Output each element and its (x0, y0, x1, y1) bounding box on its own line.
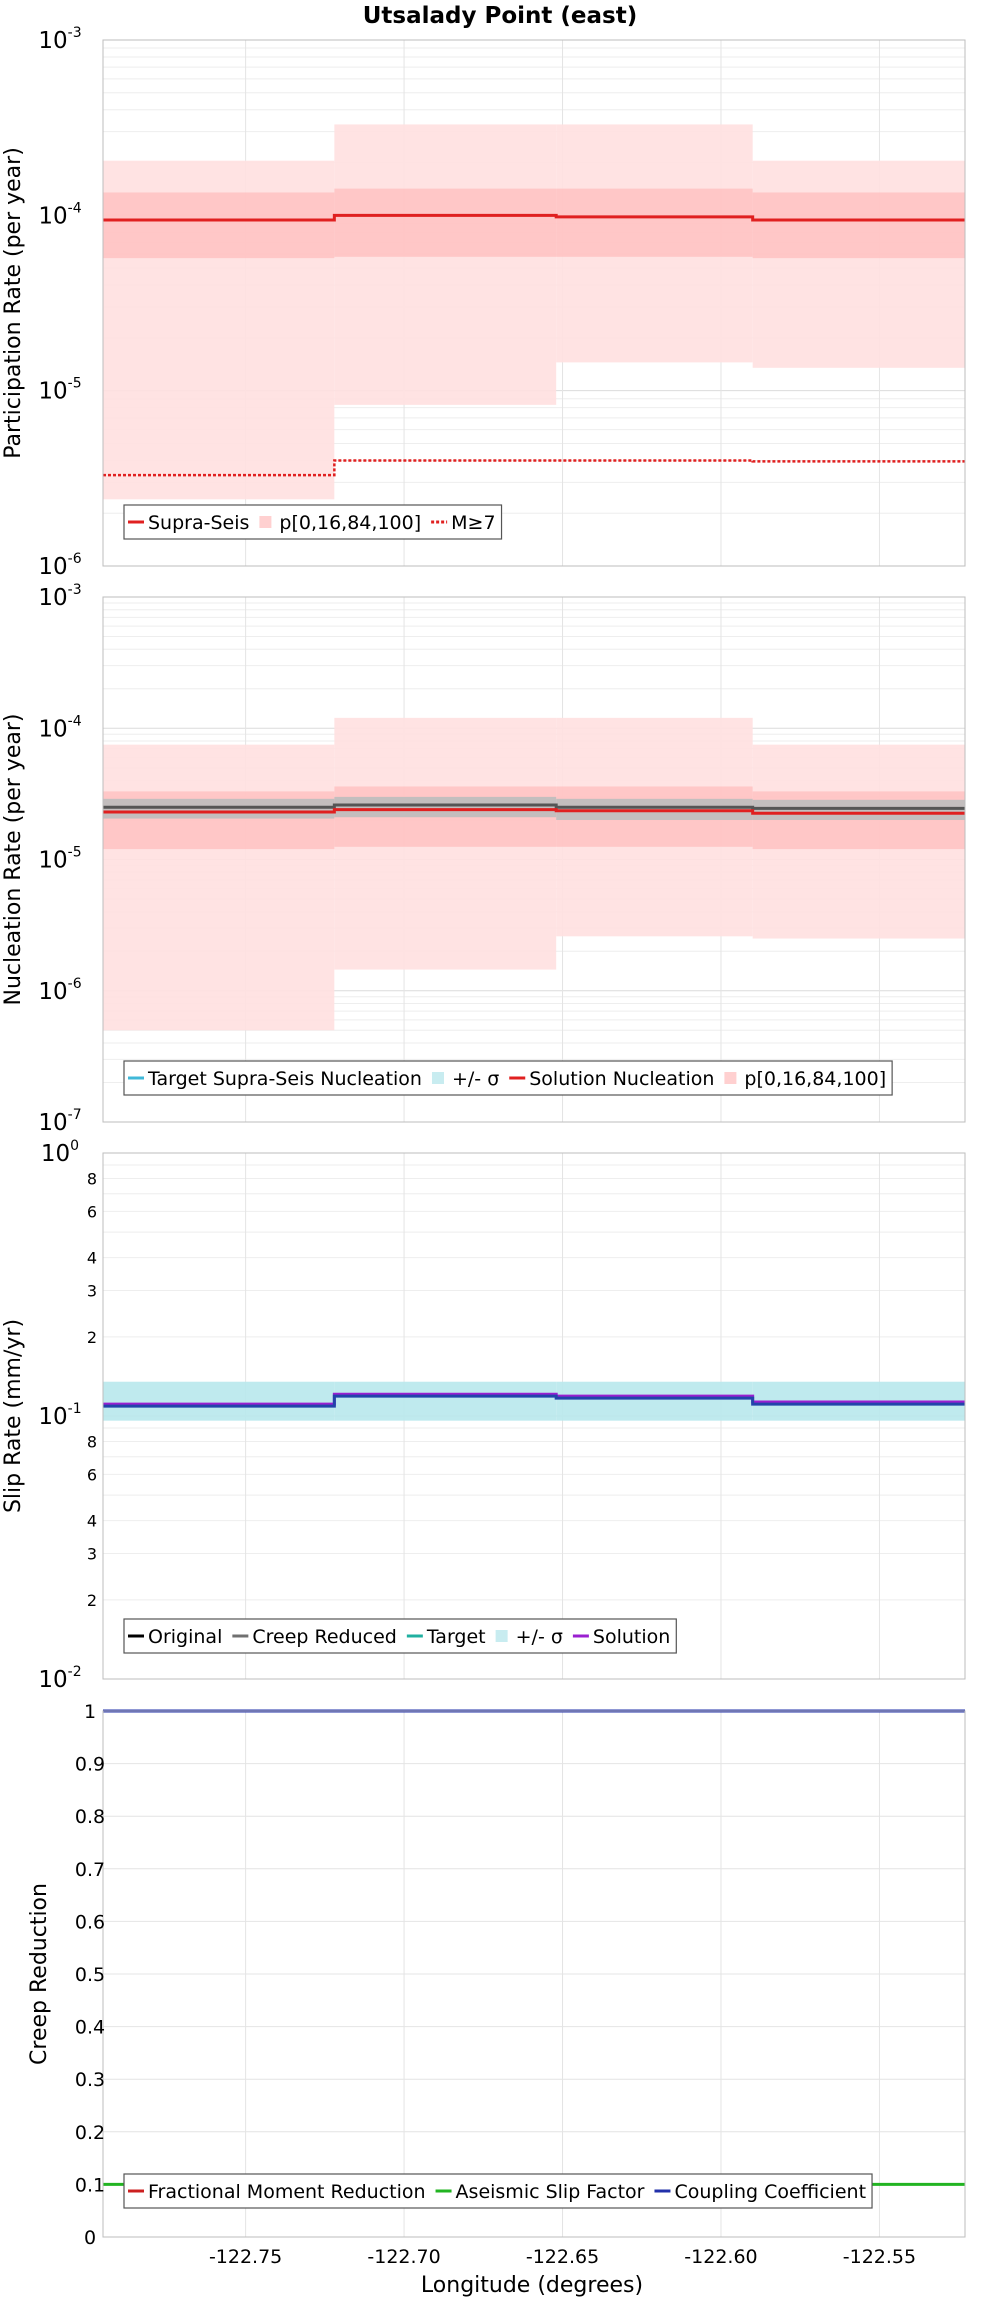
y-tick-label: 10-5 (38, 845, 81, 874)
legend-label-creep-reduced: Creep Reduced (252, 1626, 396, 1648)
y-tick-label: 10-6 (38, 551, 81, 580)
y-tick-label: 0.7 (75, 1859, 105, 1881)
band-p16_84-seg-3 (556, 188, 753, 257)
legend-label-p-0-16-84-100: p[0,16,84,100] (744, 1068, 886, 1090)
y-minor-tick-label: 6 (87, 1202, 97, 1221)
y-tick-label: 10-5 (38, 376, 81, 405)
plot-frame (102, 1710, 966, 2238)
series-solution-nucleation (103, 808, 965, 815)
panel-1: 10-3 10-4 10-5 10-6 Participation Rate (per … (1, 25, 966, 580)
legend-frame (123, 1060, 893, 1096)
y-tick-label: 0.3 (75, 2069, 105, 2091)
y-tick-label: 0.5 (75, 1964, 105, 1986)
legend-swatch-p-0-16-84-100 (724, 1072, 737, 1084)
series-target-supra-seis-nucleation (103, 803, 965, 810)
legend: Fractional Moment Reduction Aseismic Slip… (123, 2173, 873, 2209)
band-p0_100-seg-4 (752, 160, 965, 368)
legend-label-m-7: M≥7 (451, 512, 495, 534)
y-axis-label: Participation Rate (per year) (1, 147, 26, 459)
y-tick-label: 10-7 (38, 1107, 81, 1136)
legend: Supra-Seis p[0,16,84,100] M≥7 (123, 504, 503, 540)
y-axis-label: Nucleation Rate (per year) (1, 714, 26, 1006)
legend-label-item: +/- σ (516, 1626, 563, 1648)
y-minor-tick-label: 8 (87, 1432, 97, 1451)
y-axis-label: Slip Rate (mm/yr) (1, 1319, 26, 1513)
y-tick-label: 0.1 (75, 2174, 105, 2196)
series-original (103, 1394, 965, 1408)
y-minor-tick-label: 4 (87, 1249, 97, 1268)
y-tick-label: 0.6 (75, 1911, 105, 1933)
legend-swatch-p-0-16-84-100 (259, 516, 272, 528)
legend-label-solution: Solution (593, 1626, 670, 1648)
band-target_sigma-seg-3 (556, 1381, 753, 1421)
legend-label-solution-nucleation: Solution Nucleation (529, 1068, 714, 1090)
y-tick-label: 10-2 (38, 1664, 81, 1693)
y-minor-tick-label: 2 (87, 1328, 97, 1347)
band-target_sigma-seg-1 (103, 1381, 335, 1421)
legend-label-p-0-16-84-100: p[0,16,84,100] (279, 512, 421, 534)
y-minor-tick-label: 3 (87, 1282, 97, 1301)
y-minor-tick-label: 2 (87, 1591, 97, 1610)
y-axis-label: Creep Reduction (27, 1883, 52, 2065)
panel-4: 0 0.1 0.2 0.3 0.4 0.5 0.6 0.7 0.8 0.9 1 Creep Reduc… (27, 1701, 966, 2249)
band-p16_84-seg-4 (752, 192, 965, 259)
x-axis-label: Longitude (degrees) (421, 2273, 643, 2298)
chart-title: Utsalady Point (east) (363, 3, 638, 29)
panel-3: 100 10-1 10-2 2 3 4 6 8 2 3 4 6 8 Slip Rate (mm/yr) Or… (1, 1138, 966, 1693)
legend-label-target-supra-seis-nucleation: Target Supra-Seis Nucleation (147, 1068, 422, 1090)
legend-label-item: +/- σ (452, 1068, 499, 1090)
y-tick-label: 0.9 (75, 1754, 105, 1776)
panel-2: 10-3 10-4 10-5 10-6 10-7 Nucleation Rate (per… (1, 582, 966, 1136)
y-tick-label: 0.8 (75, 1806, 105, 1828)
y-tick-label: 10-6 (38, 976, 81, 1005)
legend-label-original: Original (148, 1626, 222, 1648)
band-target_sigma-seg-2 (334, 1381, 557, 1421)
legend-label-supra-seis: Supra-Seis (148, 512, 249, 534)
y-minor-tick-label: 8 (87, 1169, 97, 1188)
x-tick-label: -122.75 (209, 2246, 282, 2268)
y-tick-label: 100 (41, 1138, 79, 1167)
legend-label-coupling-coefficient: Coupling Coefficient (674, 2181, 866, 2203)
band-p16_84-seg-2 (334, 188, 557, 257)
band-p16_84-seg-1 (103, 192, 335, 259)
legend-swatch-band (431, 1072, 444, 1084)
x-tick-label: -122.65 (526, 2246, 599, 2268)
legend-swatch-band (495, 1630, 508, 1642)
x-tick-label: -122.60 (684, 2246, 757, 2268)
legend-label-target: Target (426, 1626, 486, 1648)
y-tick-label: 1 (84, 1701, 96, 1723)
plot-frame (102, 1152, 966, 1680)
y-tick-label: 0 (84, 2227, 96, 2249)
y-tick-label: 10-4 (38, 200, 81, 229)
x-tick-label: -122.55 (843, 2246, 916, 2268)
legend-label-aseismic-slip-factor: Aseismic Slip Factor (456, 2181, 645, 2203)
y-tick-label: 10-3 (38, 582, 81, 611)
y-minor-tick-label: 6 (87, 1465, 97, 1484)
series-supra-seis (103, 213, 965, 222)
y-tick-label: 10-3 (38, 25, 81, 54)
series-m-7 (103, 459, 965, 477)
plot-frame (102, 596, 966, 1123)
y-tick-label: 0.2 (75, 2122, 105, 2144)
legend: Original Creep Reduced Target +/- σ Solution (123, 1618, 677, 1654)
band-p0_100-seg-1 (103, 744, 335, 1031)
legend-label-fractional-moment-reduction: Fractional Moment Reduction (148, 2181, 426, 2203)
legend: Target Supra-Seis Nucleation +/- σ Solutio… (123, 1060, 893, 1096)
y-minor-tick-label: 4 (87, 1512, 97, 1531)
legend-frame (123, 2173, 873, 2209)
y-tick-label: 10-1 (38, 1401, 81, 1430)
band-p0_100-seg-2 (334, 124, 557, 405)
x-tick-label: -122.70 (367, 2246, 440, 2268)
band-target_sigma-seg-2 (334, 796, 557, 818)
y-minor-tick-label: 3 (87, 1545, 97, 1564)
y-tick-label: 0.4 (75, 2017, 105, 2039)
y-tick-label: 10-4 (38, 713, 81, 742)
plot-frame (102, 39, 966, 567)
